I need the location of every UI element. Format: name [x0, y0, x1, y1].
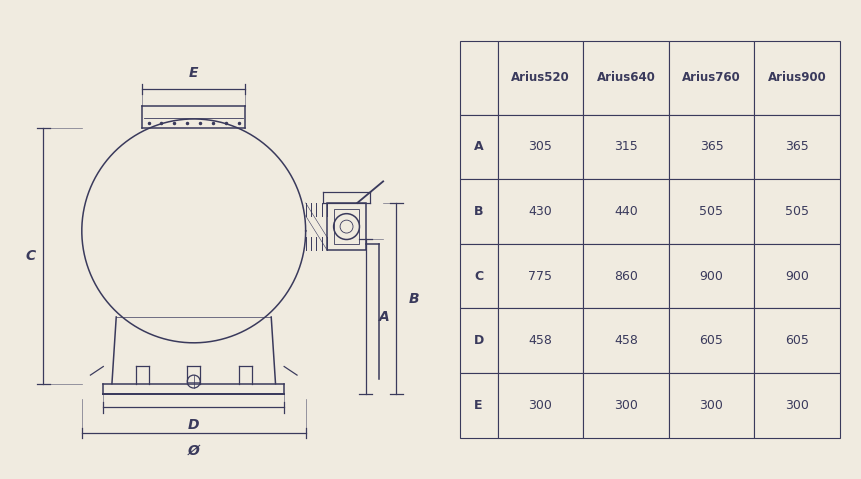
Text: B: B [474, 205, 483, 218]
Bar [460, 308, 498, 373]
Bar [669, 179, 754, 244]
Text: 505: 505 [785, 205, 809, 218]
Bar [583, 41, 669, 114]
Bar [460, 41, 498, 114]
Bar [669, 373, 754, 438]
Text: 505: 505 [699, 205, 723, 218]
Text: 300: 300 [529, 399, 553, 412]
Text: Arius520: Arius520 [511, 71, 570, 84]
Text: 365: 365 [700, 140, 723, 153]
Text: 605: 605 [785, 334, 809, 347]
Bar [754, 41, 839, 114]
Bar [754, 308, 839, 373]
Text: 860: 860 [614, 270, 638, 283]
Bar [754, 244, 839, 308]
Bar [583, 114, 669, 179]
Text: C: C [474, 270, 483, 283]
Text: D: D [188, 418, 200, 432]
Text: 458: 458 [614, 334, 638, 347]
Text: 300: 300 [699, 399, 723, 412]
Text: C: C [25, 249, 35, 262]
Bar [583, 373, 669, 438]
Bar [498, 308, 583, 373]
Bar [460, 244, 498, 308]
Bar [669, 114, 754, 179]
Text: B: B [409, 292, 419, 306]
Bar [754, 114, 839, 179]
Bar [498, 373, 583, 438]
Bar [669, 308, 754, 373]
Text: Arius900: Arius900 [768, 71, 827, 84]
Text: 315: 315 [614, 140, 638, 153]
Bar [583, 308, 669, 373]
Text: 458: 458 [529, 334, 553, 347]
Text: 440: 440 [614, 205, 638, 218]
Text: 430: 430 [529, 205, 552, 218]
Text: Arius760: Arius760 [682, 71, 740, 84]
Bar [498, 114, 583, 179]
Text: 300: 300 [785, 399, 809, 412]
Bar [669, 41, 754, 114]
Bar [460, 179, 498, 244]
Bar [460, 114, 498, 179]
Text: 605: 605 [699, 334, 723, 347]
Bar [754, 179, 839, 244]
Text: E: E [189, 66, 199, 80]
Bar [583, 244, 669, 308]
Text: 900: 900 [699, 270, 723, 283]
Text: D: D [474, 334, 484, 347]
Text: A: A [474, 140, 483, 153]
Bar [669, 244, 754, 308]
Bar [327, 203, 366, 250]
Bar [754, 373, 839, 438]
Text: Ø: Ø [188, 444, 200, 458]
Text: 365: 365 [785, 140, 809, 153]
Bar [583, 179, 669, 244]
Text: 900: 900 [785, 270, 809, 283]
Bar [498, 244, 583, 308]
Text: A: A [379, 310, 389, 324]
Text: Arius640: Arius640 [597, 71, 655, 84]
Text: 305: 305 [529, 140, 553, 153]
Bar [334, 209, 360, 244]
Bar [460, 373, 498, 438]
Bar [498, 41, 583, 114]
Bar [498, 179, 583, 244]
Text: E: E [474, 399, 483, 412]
Text: 775: 775 [529, 270, 553, 283]
Text: 300: 300 [614, 399, 638, 412]
